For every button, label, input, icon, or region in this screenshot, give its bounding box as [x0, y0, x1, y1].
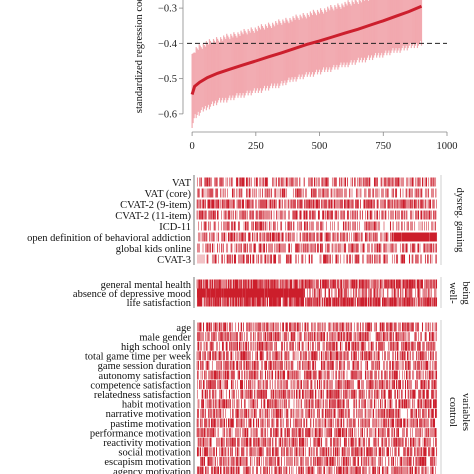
row-label: CVAT-3: [157, 255, 191, 266]
row-label: high school only: [121, 342, 192, 353]
x-ticks: 0 250 500 750 1000: [189, 132, 458, 152]
x-tick-label: 500: [312, 141, 328, 152]
row-label: absence of depressive mood: [73, 289, 192, 300]
coefficient-plot: 0 250 500 750 1000 −0.3 −0.4 −0.5 −0.6 standard…: [134, 0, 458, 152]
y-tick-label: −0.6: [158, 109, 177, 120]
row-label: ICD-11: [159, 222, 191, 233]
row-label: male gender: [139, 332, 191, 343]
row-label: VAT (core): [144, 189, 191, 200]
coefficient-curve: [190, 4, 423, 95]
x-tick-label: 0: [189, 141, 194, 152]
y-tick-label: −0.3: [158, 4, 177, 15]
x-tick-label: 750: [375, 141, 391, 152]
row-label: CVAT-2 (9-item): [120, 200, 191, 211]
x-tick-label: 250: [248, 141, 264, 152]
row-label: total game time per week: [85, 352, 192, 363]
y-axis-label: standardized regression coefficient: [134, 0, 145, 113]
row-label: CVAT-2 (11-item): [115, 211, 191, 222]
row-label: age: [176, 323, 191, 334]
x-tick-label: 1000: [437, 141, 458, 152]
y-tick-label: −0.5: [158, 74, 177, 85]
row-label: life satisfaction: [127, 298, 192, 309]
y-ticks: −0.3 −0.4 −0.5 −0.6: [158, 4, 183, 120]
y-tick-label: −0.4: [158, 39, 178, 50]
row-label: global kids online: [116, 244, 192, 255]
row-label: open definition of behavioral addiction: [27, 233, 192, 244]
row-label: general mental health: [101, 280, 192, 291]
row-label: VAT: [172, 178, 192, 189]
